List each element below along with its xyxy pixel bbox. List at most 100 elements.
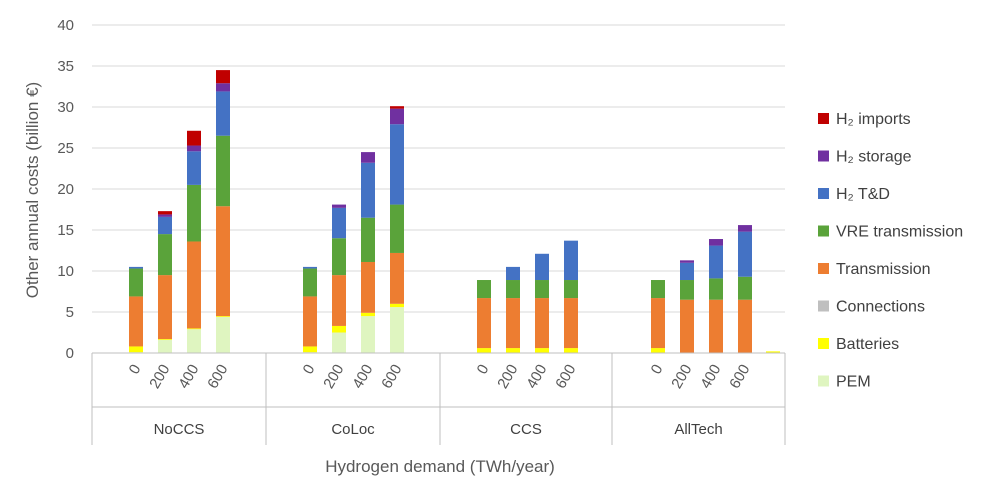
bar-segment xyxy=(187,145,201,152)
bar-segment xyxy=(332,207,346,239)
bar-segment xyxy=(303,268,317,297)
bar-segment xyxy=(303,346,317,353)
bar-segment xyxy=(390,108,404,125)
legend-swatch xyxy=(818,188,829,199)
bar-segment xyxy=(361,162,375,218)
bar-segment xyxy=(506,298,520,349)
group-label: NoCCS xyxy=(154,421,205,438)
x-tick-label: 200 xyxy=(320,362,347,392)
bar-segment xyxy=(680,299,694,353)
bar-segment xyxy=(216,91,230,136)
x-tick-label: 200 xyxy=(668,362,695,392)
y-axis-ticks: 0 5 10 15 20 25 30 35 40 xyxy=(57,17,74,362)
bar-segment xyxy=(187,241,201,329)
bar-segment xyxy=(738,299,752,353)
bar-segment xyxy=(680,280,694,300)
x-tick-label: 400 xyxy=(523,362,550,392)
y-tick-label: 10 xyxy=(57,263,74,280)
bar-segment xyxy=(390,124,404,205)
bar-segment xyxy=(477,348,491,353)
bar-segment xyxy=(564,240,578,281)
x-tick-label: 600 xyxy=(726,362,753,392)
legend-label: PEM xyxy=(836,374,871,391)
y-tick-label: 40 xyxy=(57,17,74,34)
bars xyxy=(129,70,780,353)
bar-segment xyxy=(187,151,201,185)
bar-segment xyxy=(477,298,491,349)
bar-segment xyxy=(158,211,172,215)
bar-segment xyxy=(766,351,780,353)
bar-segment xyxy=(303,296,317,347)
bar-segment xyxy=(477,280,491,299)
bar-segment xyxy=(535,253,549,281)
legend-swatch xyxy=(818,263,829,274)
bar-segment xyxy=(535,348,549,353)
legend-swatch xyxy=(818,338,829,349)
x-axis-title: Hydrogen demand (TWh/year) xyxy=(325,457,555,476)
legend-label: VRE transmission xyxy=(836,224,963,241)
bar-segment xyxy=(361,152,375,163)
bar-segment xyxy=(738,225,752,232)
legend-swatch xyxy=(818,375,829,387)
bar-segment xyxy=(158,339,172,340)
bar-segment xyxy=(564,280,578,299)
bar-segment xyxy=(158,216,172,235)
x-tick-label: 600 xyxy=(552,362,579,392)
legend: H₂ imports H₂ storage H₂ T&D VRE transmissi… xyxy=(818,111,963,391)
x-tick-label: 0 xyxy=(648,362,667,378)
y-tick-label: 15 xyxy=(57,222,74,239)
legend-label: H₂ storage xyxy=(836,149,912,166)
x-tick-label: 600 xyxy=(378,362,405,392)
bar-segment xyxy=(332,204,346,208)
bar-segment xyxy=(361,312,375,317)
bar-segment xyxy=(216,135,230,207)
legend-swatch xyxy=(818,113,829,124)
legend-label: H₂ T&D xyxy=(836,186,890,203)
bar-segment xyxy=(390,106,404,109)
y-tick-label: 35 xyxy=(57,58,74,75)
legend-label: Batteries xyxy=(836,336,899,353)
bar-segment xyxy=(651,348,665,353)
x-tick-label: 400 xyxy=(349,362,376,392)
group-label: AllTech xyxy=(674,421,722,438)
bar-segment xyxy=(535,298,549,349)
bar-segment xyxy=(709,245,723,279)
bar-segment xyxy=(506,348,520,353)
bar-segment xyxy=(216,206,230,317)
bar-segment xyxy=(680,260,694,263)
bar-segment xyxy=(390,204,404,253)
y-tick-label: 25 xyxy=(57,140,74,157)
group-label: CCS xyxy=(510,421,542,438)
bar-segment xyxy=(158,339,172,353)
y-tick-label: 0 xyxy=(66,345,74,362)
legend-swatch xyxy=(818,300,829,312)
legend-swatch xyxy=(818,225,829,237)
bar-segment xyxy=(332,325,346,333)
bar-segment xyxy=(216,70,230,84)
gridlines xyxy=(92,24,785,354)
bar-segment xyxy=(187,329,201,353)
bar-segment xyxy=(332,275,346,326)
bar-segment xyxy=(506,280,520,299)
bar-segment xyxy=(158,275,172,340)
bar-segment xyxy=(129,296,143,347)
x-tick-label: 400 xyxy=(697,362,724,392)
legend-label: Transmission xyxy=(836,261,931,278)
x-tick-label: 600 xyxy=(204,362,231,392)
bar-segment xyxy=(129,346,143,353)
bar-segment xyxy=(361,261,375,313)
x-tick-label: 200 xyxy=(494,362,521,392)
y-tick-label: 30 xyxy=(57,99,74,116)
bar-segment xyxy=(564,348,578,353)
bar-segment xyxy=(361,316,375,353)
bar-segment xyxy=(564,298,578,349)
x-tick-label: 0 xyxy=(300,362,319,378)
bar-segment xyxy=(738,231,752,277)
legend-label: H₂ imports xyxy=(836,111,911,128)
bar-segment xyxy=(535,280,549,299)
bar-segment xyxy=(332,332,346,353)
bar-segment xyxy=(303,266,317,269)
x-tick-label: 400 xyxy=(175,362,202,392)
